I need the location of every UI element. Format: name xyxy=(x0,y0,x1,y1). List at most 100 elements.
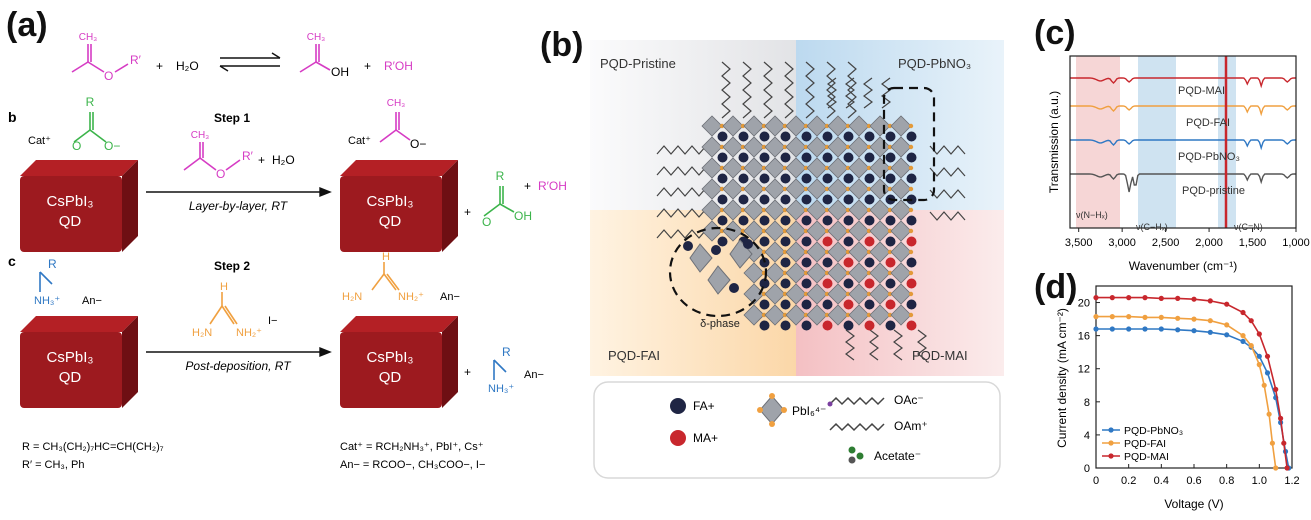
ligand-chains xyxy=(656,61,966,361)
a-site-cation xyxy=(738,173,749,184)
ligand-chain xyxy=(656,145,707,155)
jv-data-point xyxy=(1224,301,1230,307)
iodide-atom xyxy=(761,186,767,192)
footnotes: R = CH₃(CH₂)₇HC=CH(CH₂)₇ R′ = CH₃, Ph Ca… xyxy=(22,441,485,471)
x-tick-label: 0 xyxy=(1093,475,1099,487)
iodide-atom xyxy=(824,207,830,213)
ftir-spectrum-line xyxy=(1070,173,1296,193)
y-tick-label: 8 xyxy=(1084,397,1090,409)
ligand-chain xyxy=(863,77,873,109)
plus-sign: + xyxy=(156,59,163,73)
a-site-cation xyxy=(759,278,770,289)
label-pqd-pbno3: PQD-PbNO₃ xyxy=(898,56,971,71)
a-site-cation xyxy=(717,173,728,184)
a-site-cation xyxy=(717,215,728,226)
cspbi3-cube: CsPbI₃ QD xyxy=(340,160,458,252)
x-tick-label: 1.2 xyxy=(1284,475,1299,487)
a-site-cation xyxy=(906,278,917,289)
iodide-atom xyxy=(908,249,914,255)
jv-data-point xyxy=(1142,326,1148,332)
iodide-atom xyxy=(761,249,767,255)
a-site-cation xyxy=(780,215,791,226)
ftir-frame xyxy=(1069,55,1297,229)
a-site-cation xyxy=(864,194,875,205)
h-label: H xyxy=(220,281,228,293)
a-site-cation xyxy=(864,320,875,331)
x-tick-label: 2,500 xyxy=(1152,237,1180,249)
iodide-atom xyxy=(866,144,872,150)
iodide-atom xyxy=(866,312,872,318)
step1-condition: Layer-by-layer, RT xyxy=(189,199,289,213)
legend-acetate: Acetate⁻ xyxy=(848,446,921,464)
o-label: O xyxy=(216,167,225,181)
plus-sign: + xyxy=(364,59,371,73)
iodide-atom xyxy=(740,207,746,213)
fa-ion-icon xyxy=(670,398,686,414)
qd-line1: CsPbI₃ xyxy=(47,349,94,366)
jv-data-point xyxy=(1207,318,1213,324)
o-label: O xyxy=(482,215,491,229)
a-site-cation xyxy=(717,152,728,163)
label-pqd-pristine: PQD-Pristine xyxy=(600,56,676,71)
x-tick-label: 3,000 xyxy=(1108,237,1136,249)
ch3-label: CH₃ xyxy=(387,98,406,109)
a-site-cation xyxy=(759,299,770,310)
oleylamine-product xyxy=(493,359,507,380)
a-site-cation xyxy=(843,236,854,247)
a-site-cation xyxy=(801,215,812,226)
iodide-atom xyxy=(782,291,788,297)
nh-annotation: ν(N−Hₓ) xyxy=(1076,210,1108,220)
a-site-cation xyxy=(864,215,875,226)
iodide-atom xyxy=(887,228,893,234)
iodide-atom xyxy=(887,291,893,297)
legend-pbi6: PbI₆⁴⁻ xyxy=(757,393,826,427)
iodide-atom xyxy=(803,291,809,297)
jv-series xyxy=(1093,295,1292,471)
a-site-cation xyxy=(801,299,812,310)
a-site-cation xyxy=(801,278,812,289)
r-label: R xyxy=(502,345,511,359)
a-site-cation xyxy=(759,215,770,226)
h2n-label: H₂N xyxy=(192,327,212,339)
a-site-cation xyxy=(843,131,854,142)
legend-oam: OAm⁺ xyxy=(829,419,928,433)
ligand-chain xyxy=(826,61,836,119)
iodide-atom xyxy=(719,207,725,213)
jv-data-point xyxy=(1256,331,1262,337)
iodide-atom xyxy=(866,186,872,192)
ligand-chain xyxy=(917,329,927,361)
legend-oac-label: OAc⁻ xyxy=(894,393,924,407)
iodide-atom xyxy=(719,186,725,192)
iodide-atom xyxy=(908,228,914,234)
a-site-cation xyxy=(822,215,833,226)
ch-band xyxy=(1138,56,1176,228)
ligand-chain xyxy=(656,229,707,239)
jv-data-point xyxy=(1126,314,1132,320)
qd-line1: CsPbI₃ xyxy=(367,193,414,210)
ma-ion-icon xyxy=(670,430,686,446)
qd-line2: QD xyxy=(379,369,402,386)
step1-title: Step 1 xyxy=(214,111,250,125)
a-site-cation xyxy=(759,320,770,331)
plus-sign: + xyxy=(524,179,531,193)
jv-data-point xyxy=(1126,326,1132,332)
ligand-chain xyxy=(929,167,966,177)
iodide-atom xyxy=(782,228,788,234)
plus-sign: + xyxy=(464,205,471,219)
iodide-atom xyxy=(761,291,767,297)
iodide-atom xyxy=(866,123,872,129)
jv-data-point xyxy=(1248,318,1254,324)
legend-fa-label: FA+ xyxy=(693,399,715,413)
a-site-cation xyxy=(885,215,896,226)
ligand-chain xyxy=(742,61,752,119)
legend-fa: FA+ xyxy=(670,398,715,414)
jv-data-point xyxy=(1264,370,1271,376)
a-site-cation xyxy=(906,152,917,163)
iodide-atom xyxy=(887,249,893,255)
a-site-cation xyxy=(864,131,875,142)
jv-data-point xyxy=(1142,314,1148,320)
iodide-atom xyxy=(845,144,851,150)
a-site-cation xyxy=(843,173,854,184)
jv-data-point xyxy=(1191,316,1197,322)
